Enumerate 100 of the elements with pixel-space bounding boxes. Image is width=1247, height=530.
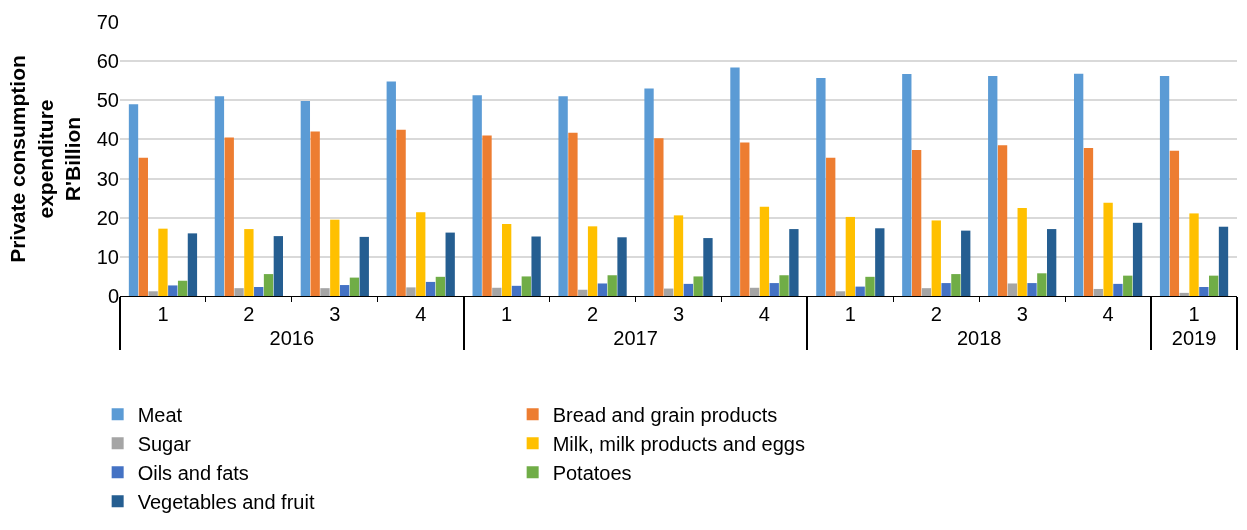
bar	[244, 229, 254, 296]
y-axis-title: Private consumption expenditure R'Billion	[6, 55, 84, 263]
bar	[359, 236, 369, 296]
x-tick-label: 4	[758, 303, 770, 325]
legend-label: Vegetables and fruit	[137, 490, 315, 513]
bar	[521, 276, 531, 296]
bar	[128, 104, 139, 296]
bar	[1113, 283, 1123, 296]
bar	[1046, 229, 1057, 296]
bar	[501, 223, 512, 296]
text: 2016	[269, 327, 315, 349]
bar	[951, 274, 961, 296]
bar	[921, 288, 932, 296]
bar	[865, 276, 875, 296]
y-tick-label: 30	[96, 167, 119, 190]
bar	[1037, 273, 1047, 296]
bar	[961, 230, 971, 296]
bar	[1179, 292, 1189, 296]
text: 2019	[1171, 327, 1217, 349]
bar	[386, 81, 396, 296]
bar	[558, 96, 568, 296]
bar	[1027, 283, 1037, 296]
x-tick-label: 4	[415, 303, 427, 325]
bar	[816, 77, 826, 296]
bar	[749, 287, 760, 296]
x-tick-label: 3	[672, 303, 685, 325]
bar	[148, 291, 158, 296]
bar	[396, 129, 406, 296]
bar	[158, 228, 168, 296]
y-tick-label: 50	[96, 89, 119, 112]
legend-label: Sugar	[137, 432, 192, 455]
bar	[855, 286, 865, 296]
bar	[320, 288, 330, 296]
bar	[339, 285, 350, 296]
x-tick-label: 4	[1102, 303, 1114, 325]
bar	[1103, 202, 1113, 296]
bar	[1169, 150, 1180, 296]
bar	[644, 88, 654, 296]
bar	[1132, 222, 1143, 296]
bar	[531, 236, 541, 296]
bar	[214, 96, 225, 296]
bar	[826, 157, 836, 296]
bar	[234, 288, 244, 296]
x-tick-label: 2	[243, 303, 255, 325]
x-tick-label: 1	[844, 303, 856, 325]
bar	[789, 229, 799, 296]
bar	[683, 283, 693, 296]
y-tick-label: 0	[107, 285, 119, 307]
bar	[425, 281, 436, 296]
bar	[759, 206, 770, 296]
legend-label: Milk, milk products and eggs	[552, 432, 805, 455]
bar	[254, 287, 264, 296]
bar	[349, 277, 360, 296]
bar	[875, 228, 885, 296]
bar	[482, 135, 492, 296]
bar	[703, 238, 713, 296]
bar	[597, 283, 608, 296]
bar	[617, 237, 627, 296]
bar	[1017, 207, 1027, 296]
bar	[845, 216, 856, 296]
bar	[587, 226, 598, 296]
bar	[941, 283, 951, 296]
x-tick-label: 2	[930, 303, 942, 325]
x-tick-label: 3	[1016, 303, 1028, 325]
bar	[263, 274, 274, 296]
x-tick-label: 3	[329, 303, 341, 325]
bar	[310, 131, 320, 296]
x-tick-label: 1	[501, 303, 513, 325]
bar	[1218, 226, 1229, 296]
bar	[330, 219, 340, 296]
legend-label: Oils and fats	[137, 461, 249, 484]
bar	[1093, 288, 1103, 296]
bar	[492, 287, 502, 296]
bar	[931, 220, 941, 296]
bar	[416, 212, 426, 296]
bar	[472, 95, 482, 296]
x-tick-label: 1	[157, 303, 169, 325]
x-tick-label: 2	[587, 303, 599, 325]
bar	[138, 157, 148, 296]
bar	[607, 275, 617, 296]
bar	[1209, 275, 1219, 296]
bar	[740, 142, 750, 296]
bar	[769, 283, 779, 296]
bar	[300, 101, 311, 296]
bar	[177, 280, 188, 296]
bar	[435, 276, 446, 296]
legend-label: Meat	[137, 403, 183, 426]
bar	[997, 145, 1008, 296]
bar	[911, 150, 922, 296]
bar	[578, 289, 588, 296]
y-tick-label: 20	[96, 206, 119, 229]
bar	[1083, 148, 1094, 296]
bar	[779, 275, 789, 296]
bar	[1123, 275, 1133, 296]
y-tick-label: 60	[96, 50, 119, 73]
legend-label: Bread and grain products	[552, 403, 778, 426]
bar	[224, 137, 234, 296]
bar	[730, 67, 740, 296]
bar	[693, 276, 703, 296]
bar	[445, 232, 455, 296]
